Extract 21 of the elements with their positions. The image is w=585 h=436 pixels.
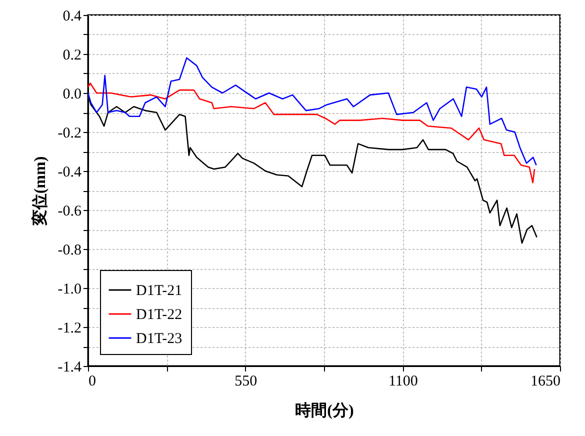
line-series bbox=[87, 57, 537, 166]
legend-label: D1T-23 bbox=[136, 331, 182, 347]
y-tick-label: -1.0 bbox=[58, 282, 82, 298]
y-tick-label: 0.2 bbox=[62, 48, 82, 64]
y-tick-label: -0.4 bbox=[58, 164, 82, 180]
y-tick-label: 0.0 bbox=[62, 86, 82, 102]
y-tick-label: -1.2 bbox=[58, 320, 82, 336]
y-tick-label: -0.8 bbox=[58, 242, 82, 258]
y-tick-label: -1.4 bbox=[58, 360, 82, 376]
x-axis-title: 時間(分) bbox=[295, 402, 354, 420]
x-tick-label: 550 bbox=[234, 374, 258, 390]
x-tick-label: 0 bbox=[88, 374, 96, 390]
x-tick-label: 1650 bbox=[530, 374, 560, 390]
x-tick-label: 1100 bbox=[388, 374, 418, 390]
y-tick-label: 0.4 bbox=[62, 8, 82, 24]
legend-label: D1T-22 bbox=[136, 307, 182, 323]
y-axis-title: 変位(mm) bbox=[30, 156, 49, 227]
legend-label: D1T-21 bbox=[136, 283, 182, 299]
y-tick-label: -0.2 bbox=[58, 126, 82, 142]
y-tick-label: -0.6 bbox=[58, 204, 82, 220]
line-series bbox=[87, 82, 536, 184]
